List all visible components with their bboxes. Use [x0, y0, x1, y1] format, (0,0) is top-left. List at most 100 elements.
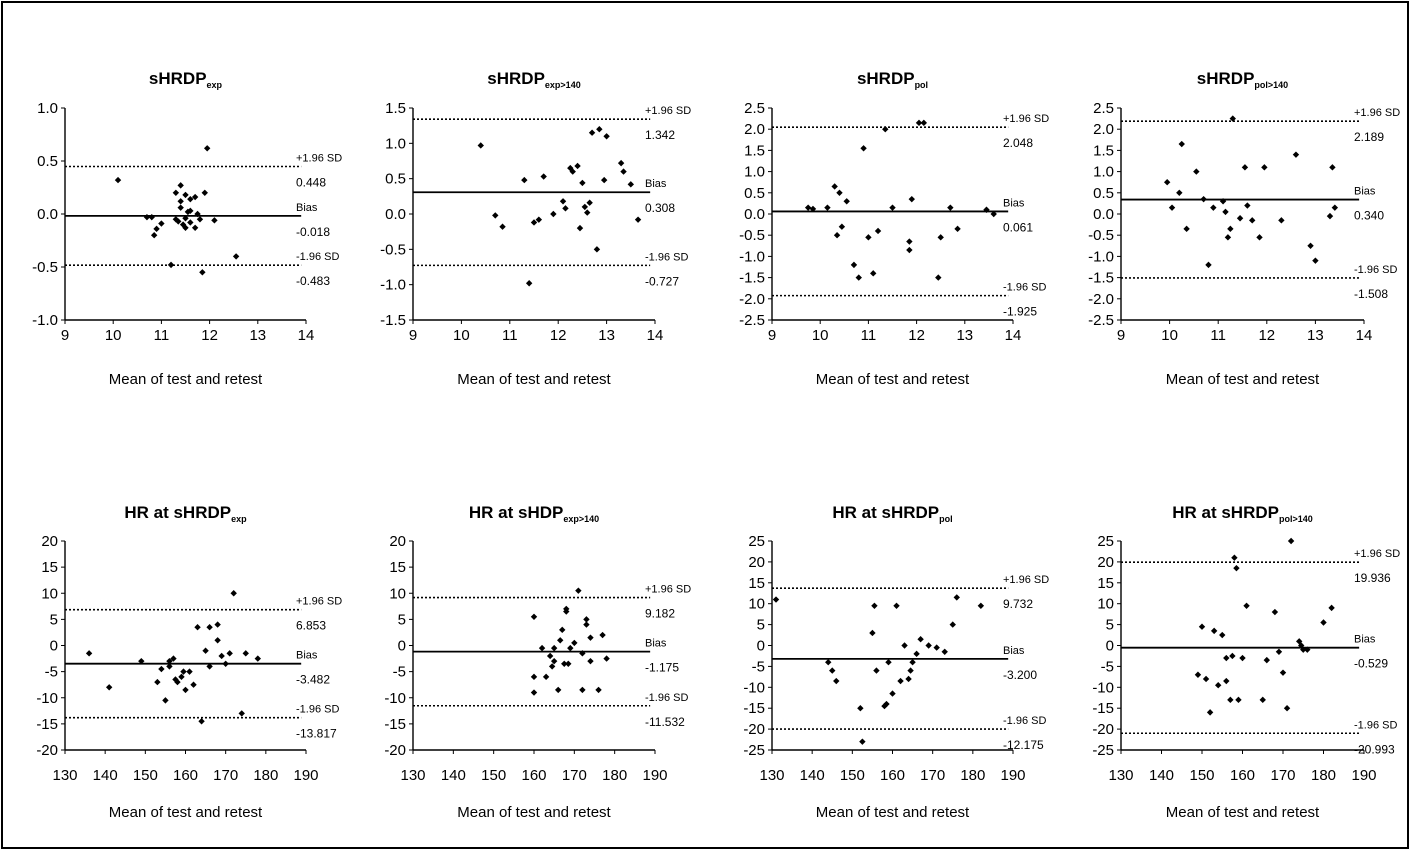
reference-line-label: Bias [1354, 186, 1376, 198]
reference-line-label: -1.96 SD [645, 251, 688, 263]
reference-line-value: 0.448 [296, 176, 326, 190]
x-tick-label: 12 [908, 327, 925, 344]
data-point [915, 119, 923, 127]
data-point [603, 655, 610, 662]
data-point [184, 208, 192, 216]
data-point [218, 652, 225, 660]
y-tick-label: -5 [393, 664, 406, 681]
data-point [977, 602, 985, 609]
data-point [627, 181, 634, 188]
data-point [579, 650, 586, 657]
data-point [634, 216, 642, 223]
x-tick-label: 160 [1230, 767, 1255, 784]
data-point [583, 616, 590, 623]
data-point [232, 253, 240, 260]
reference-line-value: 0.340 [1354, 209, 1384, 223]
y-tick-label: 20 [748, 554, 765, 571]
data-point [538, 644, 546, 652]
data-point [1307, 242, 1314, 249]
y-tick-label: 0 [1106, 638, 1114, 655]
chart-panel-3: sHRDPpol -2.5 -2.0 -1.5 -1.0 -0.5 0.0 0.5 1.0 1.5… [739, 69, 1049, 388]
x-tick-label: 150 [1189, 767, 1214, 784]
chart-title: sHRDPpol [857, 69, 928, 90]
data-point [85, 650, 93, 657]
data-point [153, 225, 160, 233]
data-point [1229, 115, 1236, 122]
data-point [166, 657, 173, 665]
y-tick-label: 0.0 [744, 206, 765, 223]
data-point [1178, 140, 1185, 148]
data-point [954, 225, 961, 233]
x-tick-label: 13 [598, 327, 615, 344]
data-point [855, 274, 862, 281]
y-tick-label: -25 [743, 742, 765, 759]
reference-line-value: 0.061 [1003, 220, 1033, 234]
data-point [492, 212, 499, 219]
data-point [595, 686, 602, 694]
x-tick-label: 140 [800, 767, 825, 784]
chart-title-main: sHRDP [487, 69, 545, 88]
data-point [143, 213, 151, 221]
data-point [521, 176, 528, 184]
reference-line-label: +1.96 SD [645, 105, 691, 117]
data-point [194, 624, 201, 631]
data-point [198, 718, 205, 725]
chart-title-subscript: exp>140 [563, 514, 599, 524]
reference-line-label: Bias [645, 178, 667, 190]
y-tick-label: -1.5 [739, 270, 765, 287]
y-tick-label: 10 [1097, 596, 1114, 613]
data-point [575, 587, 582, 594]
y-tick-label: 1.5 [385, 100, 406, 117]
reference-line-label: +1.96 SD [1354, 107, 1400, 119]
data-point [1263, 656, 1270, 664]
x-tick-label: 150 [133, 767, 158, 784]
chart-title-main: HR at sHRDP [1172, 503, 1279, 522]
y-tick-label: -1.0 [739, 248, 765, 265]
chart-panel-2: sHRDPexp>140 -1.5 -1.0 -0.5 0.0 0.5 1.0 1.5 9 10 1… [380, 69, 691, 388]
data-point [1271, 608, 1279, 616]
y-tick-label: -20 [743, 721, 765, 738]
data-point [567, 644, 574, 652]
data-point [187, 219, 194, 226]
data-point [937, 234, 944, 241]
data-point [565, 660, 572, 667]
data-point [172, 189, 180, 196]
reference-line-value: -1.508 [1354, 287, 1388, 301]
chart-title-main: sHRDP [857, 69, 915, 88]
data-point [1205, 261, 1212, 269]
data-point [199, 269, 206, 276]
data-point [933, 644, 940, 651]
data-point [983, 206, 990, 213]
data-point [1329, 164, 1336, 171]
data-point [559, 626, 566, 634]
data-point [574, 162, 581, 170]
x-tick-label: 130 [52, 767, 77, 784]
data-point [530, 219, 538, 226]
chart-title-main: HR at sHRDP [832, 503, 939, 522]
data-point [581, 203, 589, 211]
y-tick-label: -1.5 [1088, 270, 1114, 287]
data-point [897, 677, 904, 685]
x-axis-label: Mean of test and retest [457, 371, 611, 388]
data-point [1304, 646, 1311, 653]
x-axis-label: Mean of test and retest [457, 804, 611, 821]
data-point [190, 681, 197, 688]
data-point [906, 238, 913, 245]
data-point [579, 179, 586, 187]
reference-line-value: -0.727 [645, 274, 679, 288]
data-point [889, 690, 896, 697]
data-point [550, 210, 557, 218]
reference-line-value: 2.189 [1354, 130, 1384, 144]
y-tick-label: -0.5 [1088, 227, 1114, 244]
data-point [953, 594, 960, 601]
data-point [211, 217, 218, 224]
data-point [1312, 257, 1319, 264]
y-tick-label: 20 [41, 533, 58, 550]
y-tick-label: 1.5 [744, 142, 765, 159]
reference-line-value: 1.342 [645, 128, 675, 142]
data-point [187, 195, 194, 203]
reference-line-value: -20.993 [1354, 742, 1395, 756]
y-tick-label: 15 [1097, 575, 1114, 592]
data-point [908, 195, 915, 203]
